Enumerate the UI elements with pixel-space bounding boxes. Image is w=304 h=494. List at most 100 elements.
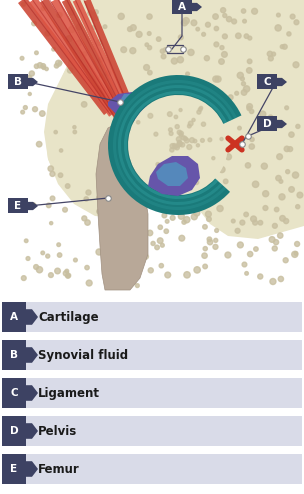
Circle shape — [36, 267, 43, 273]
Circle shape — [145, 163, 150, 167]
Circle shape — [124, 250, 129, 256]
Circle shape — [165, 143, 171, 148]
Circle shape — [223, 13, 227, 18]
Circle shape — [147, 14, 152, 19]
Circle shape — [50, 196, 55, 201]
Circle shape — [171, 58, 178, 64]
Text: B: B — [14, 77, 22, 87]
Circle shape — [33, 107, 37, 112]
Text: Femur: Femur — [38, 462, 80, 476]
Circle shape — [70, 10, 74, 15]
Circle shape — [60, 149, 63, 152]
Circle shape — [170, 144, 175, 148]
FancyBboxPatch shape — [2, 416, 302, 446]
Circle shape — [163, 48, 167, 52]
Polygon shape — [156, 162, 188, 186]
Circle shape — [235, 228, 240, 233]
Circle shape — [261, 163, 268, 169]
Circle shape — [63, 271, 68, 276]
Circle shape — [241, 82, 246, 86]
Circle shape — [171, 127, 174, 130]
Circle shape — [113, 266, 119, 272]
Circle shape — [63, 207, 67, 212]
Text: C: C — [263, 77, 271, 87]
Circle shape — [277, 154, 282, 160]
Circle shape — [164, 229, 168, 234]
Circle shape — [272, 246, 277, 251]
Circle shape — [58, 61, 62, 65]
Circle shape — [98, 57, 103, 62]
Circle shape — [161, 130, 165, 134]
Circle shape — [143, 162, 147, 165]
Circle shape — [191, 20, 197, 26]
Circle shape — [189, 138, 195, 143]
Circle shape — [97, 196, 101, 200]
Circle shape — [249, 144, 254, 149]
Circle shape — [122, 258, 126, 263]
Circle shape — [147, 32, 151, 36]
Circle shape — [142, 240, 145, 243]
Circle shape — [253, 220, 257, 225]
Circle shape — [136, 121, 140, 124]
Circle shape — [179, 131, 183, 136]
Circle shape — [156, 134, 159, 137]
Circle shape — [161, 153, 166, 159]
Circle shape — [185, 138, 189, 143]
Circle shape — [192, 119, 195, 122]
Circle shape — [214, 238, 218, 243]
Polygon shape — [118, 94, 142, 112]
Circle shape — [181, 20, 188, 26]
Circle shape — [183, 18, 189, 24]
Circle shape — [277, 13, 280, 17]
Circle shape — [199, 106, 203, 110]
Circle shape — [279, 194, 285, 200]
Circle shape — [296, 205, 300, 209]
Circle shape — [254, 247, 258, 251]
Circle shape — [240, 220, 245, 225]
Circle shape — [177, 57, 184, 63]
Text: Cartilage: Cartilage — [38, 311, 98, 324]
Circle shape — [48, 166, 54, 171]
Circle shape — [168, 137, 172, 140]
Circle shape — [203, 247, 207, 251]
FancyArrow shape — [277, 78, 287, 86]
Circle shape — [196, 27, 199, 31]
Circle shape — [236, 33, 241, 39]
Circle shape — [84, 197, 88, 201]
Circle shape — [96, 40, 102, 45]
Circle shape — [73, 125, 76, 129]
Circle shape — [288, 147, 293, 152]
Circle shape — [136, 32, 142, 38]
Circle shape — [179, 133, 183, 137]
Circle shape — [181, 136, 185, 140]
Circle shape — [270, 279, 276, 285]
Circle shape — [27, 76, 32, 80]
Circle shape — [295, 242, 300, 247]
Circle shape — [47, 203, 51, 207]
Circle shape — [220, 45, 224, 50]
Circle shape — [34, 265, 39, 269]
Circle shape — [207, 237, 212, 242]
Circle shape — [92, 26, 95, 30]
FancyBboxPatch shape — [2, 378, 302, 408]
Circle shape — [175, 129, 180, 134]
Circle shape — [154, 132, 158, 136]
Circle shape — [168, 199, 174, 205]
Circle shape — [106, 71, 111, 76]
Circle shape — [263, 191, 269, 197]
FancyBboxPatch shape — [2, 340, 26, 370]
Circle shape — [147, 114, 152, 119]
Circle shape — [149, 143, 153, 147]
Circle shape — [99, 74, 103, 78]
Circle shape — [94, 10, 98, 14]
Circle shape — [150, 156, 154, 160]
Circle shape — [269, 237, 275, 243]
Polygon shape — [29, 0, 117, 117]
Circle shape — [220, 137, 223, 141]
FancyBboxPatch shape — [257, 75, 277, 89]
Circle shape — [158, 91, 164, 97]
Polygon shape — [73, 0, 136, 124]
Circle shape — [250, 216, 257, 222]
Circle shape — [116, 255, 120, 260]
Circle shape — [115, 274, 121, 280]
